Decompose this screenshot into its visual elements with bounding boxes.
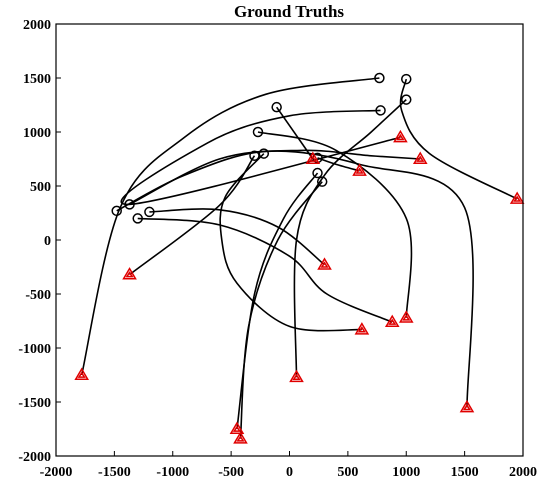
x-tick-label: 2000	[509, 465, 537, 480]
trajectory-line	[116, 150, 474, 408]
y-tick-label: 1500	[23, 72, 51, 87]
end-point-marker	[74, 367, 89, 380]
end-point-marker	[384, 314, 400, 328]
y-tick-label: 500	[30, 180, 51, 195]
end-point-marker	[305, 151, 321, 164]
trajectory-line	[257, 131, 413, 318]
start-point-marker	[375, 105, 386, 116]
start-point-marker	[252, 126, 264, 138]
y-tick-label: -2000	[18, 450, 51, 465]
start-point-marker	[249, 150, 260, 162]
axis-ticks: -2000 -1500 -1000 -500 0 500 1000 1500 2000 -2000…	[18, 18, 537, 480]
end-point-marker	[354, 322, 370, 335]
trajectory-line	[276, 106, 314, 160]
end-point-marker	[229, 421, 245, 434]
y-tick-label: -500	[25, 288, 51, 303]
trajectory-line	[293, 99, 407, 378]
y-tick-label: -1000	[18, 342, 51, 357]
x-tick-label: 500	[337, 465, 358, 480]
trajectory-line	[236, 172, 319, 430]
start-point-marker	[258, 148, 270, 159]
end-point-marker	[317, 257, 332, 270]
end-point-marker	[352, 163, 367, 176]
end-point-marker	[289, 369, 304, 383]
start-point-marker	[312, 167, 323, 179]
start-point-marker	[132, 213, 143, 224]
x-tick-label: -500	[218, 465, 244, 480]
trajectory-line	[219, 153, 362, 332]
end-point-marker	[398, 310, 414, 323]
end-point-marker	[412, 151, 428, 164]
y-tick-label: -1500	[18, 396, 51, 411]
x-tick-label: -1500	[98, 465, 131, 480]
end-point-marker	[459, 399, 475, 413]
start-point-marker	[144, 206, 155, 218]
start-point-marker	[374, 72, 385, 84]
y-tick-label: 2000	[23, 18, 51, 33]
plot-frame	[55, 23, 524, 457]
start-point-marker	[271, 101, 282, 113]
trajectory-line	[80, 77, 380, 376]
y-tick-label: 1000	[23, 126, 51, 141]
end-point-marker	[122, 267, 137, 280]
x-tick-label: -2000	[40, 465, 73, 480]
start-point-marker	[316, 176, 328, 187]
start-point-marker	[401, 73, 412, 85]
trajectory-line	[129, 155, 256, 276]
x-tick-label: 1000	[392, 465, 420, 480]
trajectory-line	[120, 109, 401, 206]
chart-title: Ground Truths	[234, 2, 344, 21]
end-point-marker	[509, 191, 525, 204]
trajectory-line	[137, 217, 393, 323]
start-point-marker	[111, 205, 122, 217]
x-tick-label: 1500	[451, 465, 479, 480]
x-tick-label: -1000	[156, 465, 189, 480]
start-point-marker	[124, 199, 135, 210]
start-point-marker	[401, 94, 412, 105]
trajectory-line	[239, 181, 323, 439]
trajectory-line	[149, 208, 326, 266]
x-tick-label: 0	[286, 465, 293, 480]
end-point-marker	[233, 431, 248, 444]
end-point-marker	[393, 129, 408, 143]
start-markers	[111, 72, 412, 224]
end-markers	[74, 129, 525, 444]
y-tick-label: 0	[44, 234, 51, 249]
trajectory-line	[399, 78, 518, 200]
trajectory-lines	[80, 77, 518, 439]
